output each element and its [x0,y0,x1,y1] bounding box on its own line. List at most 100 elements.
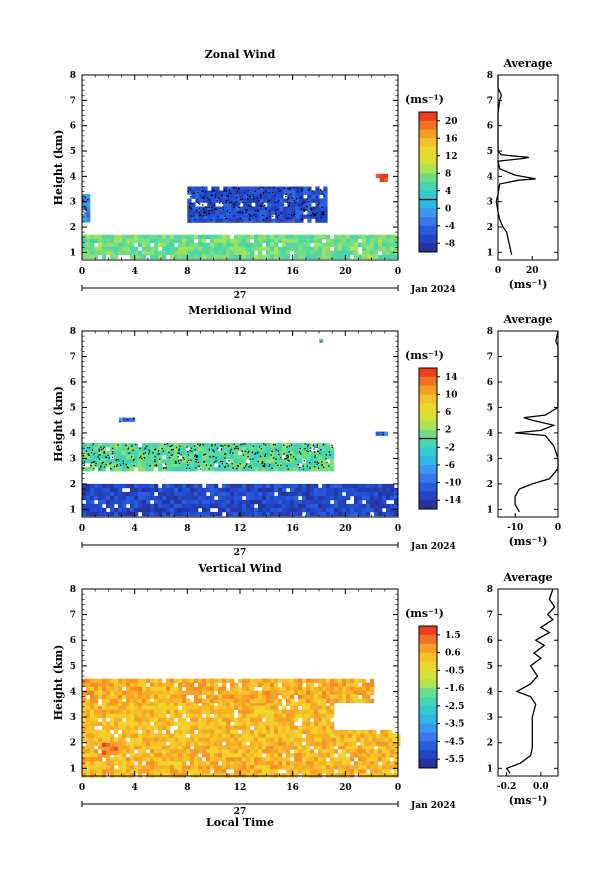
average-y-tick-label: 4 [487,429,493,439]
y-tick-label: 8 [70,71,76,81]
colorbar-segment [419,670,437,680]
heatmap-region [118,417,136,423]
x-tick-label: 8 [184,783,190,793]
colorbar-segment [419,705,437,716]
heatmap-region [82,234,399,259]
colorbar-tick-label: -4.5 [445,737,464,747]
average-y-tick-label: 2 [487,739,493,749]
average-unit: (ms⁻¹) [509,794,548,807]
x-tick-label: 16 [286,267,299,277]
colorbar-segment [419,199,437,209]
colorbar-frame [418,111,438,253]
y-tick-label: 7 [70,352,76,362]
y-tick-label: 6 [70,378,76,388]
colorbar-tick-label: 2 [445,426,451,436]
x-tick-label: 20 [339,783,352,793]
colorbar-tick-label: 20 [445,117,458,127]
colorbar-tick-label: 0 [445,204,451,214]
heatmap-region [82,678,375,703]
heatmap-region [332,729,401,747]
colorbar-segment [419,626,437,636]
x-tick-label: 20 [339,267,352,277]
colorbar-unit: (ms⁻¹) [405,607,444,620]
plot-frame [81,74,399,261]
average-x-tick-label: -10 [507,523,523,533]
colorbar-segment [419,243,437,253]
average-y-tick-label: 4 [487,687,493,697]
colorbar-segment [419,679,437,689]
average-y-tick-label: 3 [487,198,493,208]
y-tick-label: 7 [70,96,76,106]
month-label: Jan 2024 [410,801,456,811]
y-tick-label: 2 [70,739,76,749]
average-title: Average [502,313,552,326]
x-tick-label: 0 [79,783,85,793]
x-tick-label: 0 [79,524,85,534]
y-axis-label: Height (km) [52,386,65,462]
x-tick-label: 4 [132,524,138,534]
heatmap-region [187,186,328,223]
average-y-tick-label: 5 [487,662,493,672]
average-y-tick-label: 6 [487,122,493,132]
colorbar-tick-label: 4 [445,187,451,197]
y-tick-label: 5 [70,147,76,157]
colorbar-segment [419,217,437,227]
colorbar-segment [419,138,437,148]
average-y-tick-label: 7 [487,352,493,362]
heatmap-region [82,483,399,517]
average-x-tick-label: 0.0 [533,782,549,792]
colorbar-segment [419,155,437,165]
colorbar-tick-label: 16 [445,134,458,144]
average-y-tick-label: 8 [487,585,493,595]
average-frame [497,74,559,261]
average-x-tick-label: -0.2 [497,782,516,792]
colorbar-tick-label: -3.5 [445,720,464,730]
y-tick-label: 8 [70,585,76,595]
colorbar-segment [419,697,437,707]
colorbar-tick-label: -8 [445,239,455,249]
colorbar-segment [419,652,437,662]
colorbar-segment [419,464,437,475]
colorbar-segment [419,403,437,413]
chart-title: Vertical Wind [197,562,282,575]
average-y-tick-label: 7 [487,96,493,106]
colorbar-segment [419,368,437,378]
colorbar-tick-label: -0.5 [445,666,464,676]
colorbar-tick-label: -14 [445,496,461,506]
colorbar-segment [419,412,437,422]
average-y-tick-label: 3 [487,713,493,723]
colorbar-segment [419,420,437,431]
colorbar-segment [419,173,437,183]
y-axis-label: Height (km) [52,130,65,206]
heatmap-layer [82,338,399,517]
colorbar-tick-label: 8 [445,169,451,179]
average-y-tick-label: 2 [487,480,493,490]
average-y-tick-label: 2 [487,223,493,233]
colorbar-segment [419,190,437,200]
heatmap-region [82,194,91,223]
x-tick-label: 20 [339,524,352,534]
x-tick-label: 16 [286,524,299,534]
average-title: Average [502,571,552,584]
y-tick-label: 6 [70,122,76,132]
x-tick-label: 12 [234,524,247,534]
y-tick-label: 3 [70,713,76,723]
colorbar-segment [419,447,437,457]
y-tick-label: 5 [70,662,76,672]
colorbar-tick-label: -4 [445,222,455,232]
y-tick-label: 7 [70,611,76,621]
average-title: Average [502,57,552,70]
colorbar-segment [419,234,437,244]
colorbar-unit: (ms⁻¹) [405,93,444,106]
average-y-tick-label: 1 [487,764,493,774]
colorbar-segment [419,473,437,483]
y-tick-label: 3 [70,198,76,208]
average-profile-line [514,330,559,513]
x-tick-label: 12 [234,267,247,277]
colorbar-tick-label: -6 [445,461,455,471]
average-y-tick-label: 4 [487,172,493,182]
colorbar-tick-label: 6 [445,408,451,418]
average-unit: (ms⁻¹) [509,535,548,548]
colorbar-tick-label: -5.5 [445,755,464,765]
